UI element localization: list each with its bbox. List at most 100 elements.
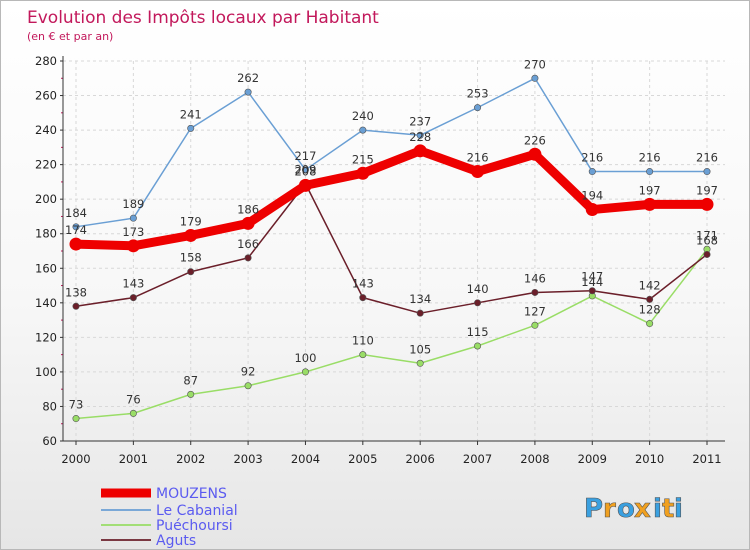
data-label: 179: [180, 214, 202, 228]
data-point: [531, 74, 539, 82]
series-le-cabanial: [72, 74, 711, 231]
logo-letter: o: [617, 494, 635, 524]
data-point: [646, 168, 654, 176]
data-label: 115: [467, 325, 489, 339]
x-tick-label: 2007: [463, 452, 492, 466]
data-label: 197: [639, 183, 661, 197]
data-label: 174: [65, 223, 87, 237]
data-label: 144: [581, 275, 603, 289]
y-tick-label: 200: [35, 192, 57, 206]
data-point: [359, 294, 367, 302]
chart-title: Evolution des Impôts locaux par Habitant: [27, 8, 379, 28]
y-tick-label: 60: [42, 434, 57, 448]
data-point: [244, 382, 252, 390]
data-point: [126, 239, 140, 253]
data-point: [241, 216, 255, 230]
axis-layer: 60 80 100 120 140 160 180 200 220 240 260 280 2000 20…: [35, 54, 725, 466]
data-point: [474, 104, 482, 112]
data-label: 134: [409, 292, 431, 306]
data-point: [528, 147, 542, 161]
grid-layer: [63, 60, 725, 441]
logo-letter: r: [603, 494, 616, 524]
data-point: [703, 168, 711, 176]
data-label: 216: [467, 151, 489, 165]
legend-entry: Puéchoursi: [156, 518, 233, 534]
x-tick-label: 2009: [578, 452, 607, 466]
data-point: [301, 368, 309, 376]
logo-letter: t: [662, 494, 674, 524]
data-label: 171: [696, 228, 718, 242]
data-point: [187, 268, 195, 276]
y-tick-label: 160: [35, 261, 57, 275]
data-label: 189: [122, 197, 144, 211]
data-point: [588, 168, 596, 176]
legend-entry: MOUZENS: [156, 486, 227, 502]
y-tick-label: 180: [35, 227, 57, 241]
data-label: 226: [524, 133, 546, 147]
data-label: 237: [409, 114, 431, 128]
data-point: [531, 321, 539, 329]
x-tick-label: 2008: [520, 452, 549, 466]
data-label: 262: [237, 71, 259, 85]
data-label: 184: [65, 206, 87, 220]
data-label: 168: [696, 233, 718, 247]
data-point: [244, 88, 252, 96]
y-tick-label: 80: [42, 399, 57, 413]
y-tick-label: 120: [35, 330, 57, 344]
data-label: 215: [352, 152, 374, 166]
data-label: 253: [467, 87, 489, 101]
data-label: 194: [581, 189, 603, 203]
data-point: [703, 250, 711, 258]
data-point: [184, 228, 198, 242]
data-point: [187, 390, 195, 398]
series-line: [75, 182, 708, 314]
series-mouzens: [69, 144, 714, 253]
data-point: [585, 203, 599, 217]
logo-letter: i: [653, 494, 662, 524]
data-label: 166: [237, 237, 259, 251]
chart-subtitle: (en € et par an): [27, 30, 113, 43]
data-label: 142: [639, 278, 661, 292]
data-label: 270: [524, 57, 546, 71]
data-point: [129, 294, 137, 302]
data-label: 110: [352, 334, 374, 348]
data-label: 127: [524, 304, 546, 318]
y-tick-label: 260: [35, 89, 57, 103]
data-point: [359, 126, 367, 134]
data-label: 146: [524, 271, 546, 285]
data-point: [643, 197, 657, 211]
data-point: [298, 178, 312, 192]
data-point: [588, 287, 596, 295]
logo-letter: i: [674, 494, 683, 524]
data-point: [69, 237, 83, 251]
data-point: [474, 299, 482, 307]
data-point: [359, 351, 367, 359]
data-label: 209: [294, 163, 316, 177]
data-label: 143: [122, 277, 144, 291]
data-label: 143: [352, 277, 374, 291]
data-point: [646, 320, 654, 328]
data-label: 216: [696, 151, 718, 165]
data-point: [416, 131, 424, 139]
data-label: 138: [65, 285, 87, 299]
data-label: 100: [294, 351, 316, 365]
data-point: [700, 197, 714, 211]
data-point: [187, 124, 195, 132]
data-label: 92: [241, 365, 256, 379]
data-label: 216: [639, 151, 661, 165]
data-label: 197: [696, 183, 718, 197]
data-point: [129, 214, 137, 222]
x-tick-label: 2011: [692, 452, 721, 466]
y-tick-label: 220: [35, 158, 57, 172]
data-point: [646, 295, 654, 303]
data-label: 147: [581, 270, 603, 284]
logo-letter: P: [584, 494, 603, 524]
data-label: 241: [180, 107, 202, 121]
data-label: 105: [409, 342, 431, 356]
legend-entry: Le Cabanial: [156, 503, 238, 519]
data-label: 217: [294, 149, 316, 163]
